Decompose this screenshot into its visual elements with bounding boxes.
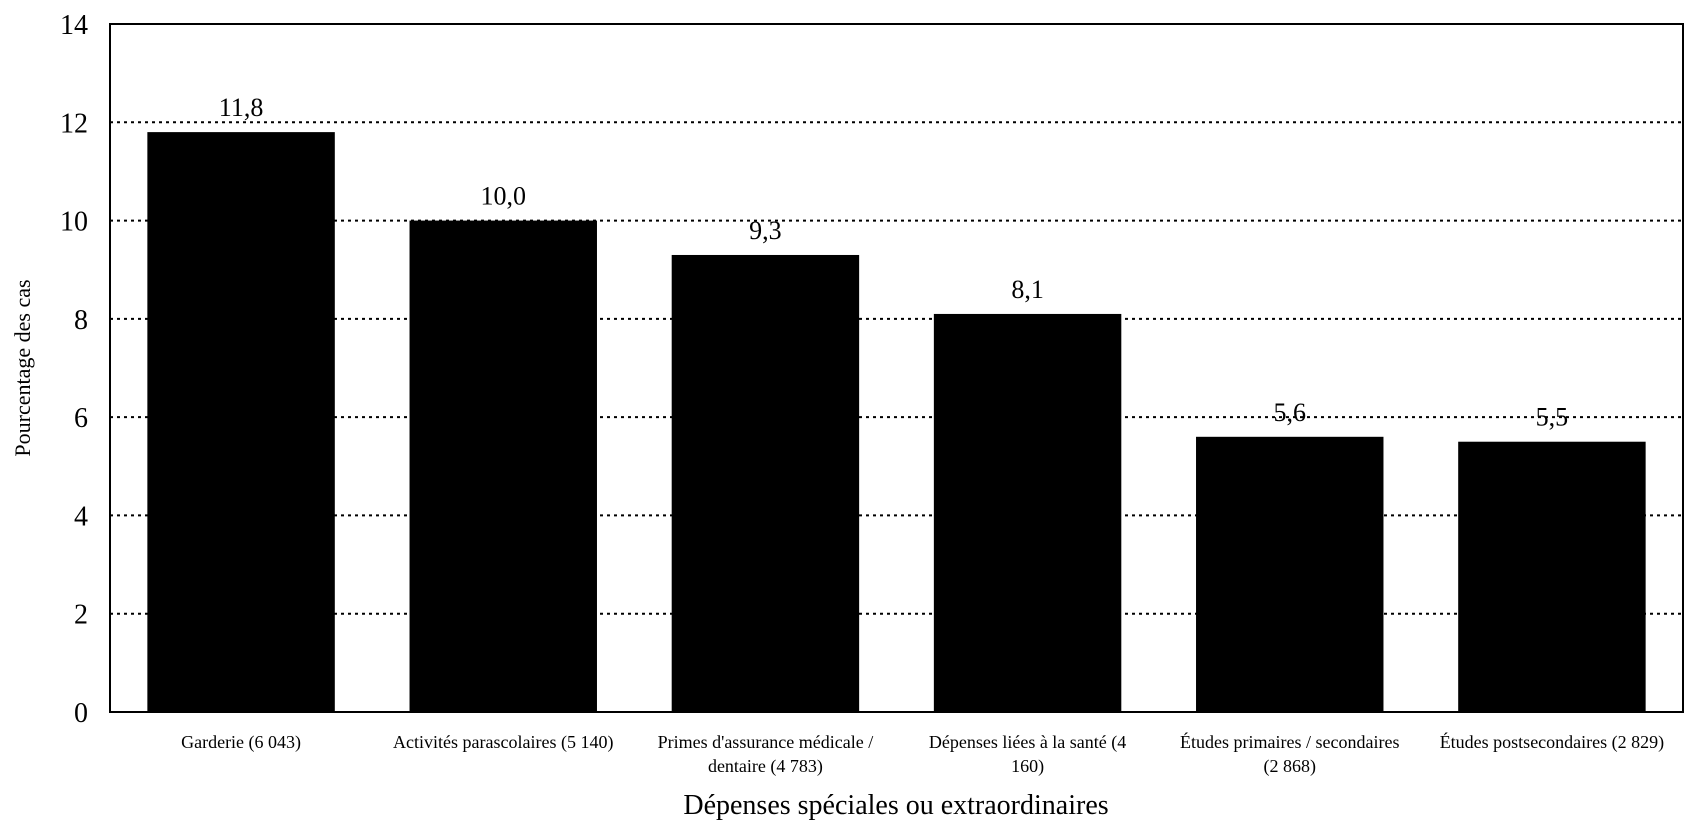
y-axis-title: Pourcentage des cas — [10, 279, 35, 456]
bar — [1196, 436, 1384, 712]
bar — [1458, 441, 1646, 712]
x-tick-label: Études primaires / secondaires — [1180, 731, 1399, 752]
x-axis-title: Dépenses spéciales ou extraordinaires — [683, 790, 1108, 821]
data-label: 5,6 — [1274, 398, 1307, 427]
x-tick-label: Activités parascolaires (5 140) — [393, 732, 613, 753]
x-tick-label: Primes d'assurance médicale / — [658, 732, 874, 752]
y-tick-label: 6 — [74, 403, 88, 434]
x-tick-label: Études postsecondaires (2 829) — [1440, 731, 1664, 753]
bar — [147, 132, 335, 713]
y-tick-label: 2 — [74, 600, 88, 631]
x-tick-labels: Garderie (6 043) Activités parascolaires … — [181, 731, 1664, 777]
y-tick-label: 8 — [74, 305, 88, 336]
y-tick-label: 14 — [60, 10, 88, 41]
y-tick-label: 10 — [60, 207, 88, 238]
x-tick-label: 160) — [1011, 756, 1044, 777]
data-label: 10,0 — [481, 182, 527, 211]
y-tick-label: 0 — [74, 698, 88, 729]
data-label: 9,3 — [749, 216, 782, 245]
bar — [409, 220, 597, 713]
x-tick-label: Garderie (6 043) — [181, 732, 301, 753]
x-tick-label: (2 868) — [1264, 756, 1317, 777]
y-tick-label: 4 — [74, 501, 88, 532]
y-tick-labels: 0 2 4 6 8 10 12 14 — [60, 10, 88, 729]
bars — [147, 132, 1646, 713]
data-label: 5,5 — [1536, 403, 1569, 432]
bar — [671, 254, 860, 712]
gridlines — [110, 121, 1683, 615]
y-tick-label: 12 — [60, 108, 88, 139]
x-tick-label: Dépenses liées à la santé (4 — [929, 732, 1126, 753]
data-label: 8,1 — [1011, 275, 1044, 304]
plot-frame — [109, 23, 1684, 713]
data-label: 11,8 — [219, 93, 264, 122]
data-labels: 11,8 10,0 9,3 8,1 5,6 5,5 — [219, 93, 1568, 432]
x-tick-label: dentaire (4 783) — [708, 756, 823, 777]
bar — [933, 313, 1122, 712]
